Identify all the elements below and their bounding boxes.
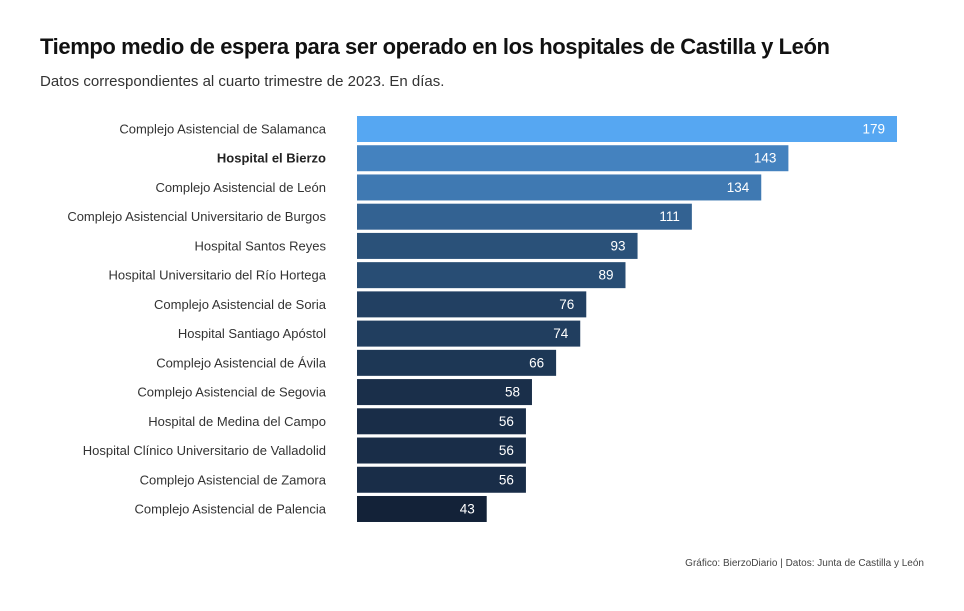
bar-complejo-asistencial-universitario-de-burgos bbox=[357, 203, 692, 230]
chart-subtitle: Datos correspondientes al cuarto trimest… bbox=[40, 73, 445, 90]
category-label-complejo-asistencial-universitario-de-burgos: Complejo Asistencial Universitario de Bu… bbox=[67, 209, 326, 224]
bar-complejo-asistencial-de-palencia bbox=[357, 495, 487, 522]
category-label-complejo-asistencial-de-soria: Complejo Asistencial de Soria bbox=[154, 297, 327, 312]
category-label-complejo-asistencial-de-leon: Complejo Asistencial de León bbox=[155, 180, 326, 195]
bar-complejo-asistencial-de-zamora bbox=[357, 466, 526, 493]
bar-hospital-el-bierzo bbox=[357, 145, 789, 172]
value-label-complejo-asistencial-de-salamanca: 179 bbox=[862, 122, 885, 137]
bar-hospital-de-medina-del-campo bbox=[357, 408, 526, 435]
value-label-complejo-asistencial-de-zamora: 56 bbox=[499, 472, 514, 487]
bar-complejo-asistencial-de-soria bbox=[357, 291, 587, 318]
value-label-hospital-santos-reyes: 93 bbox=[611, 238, 626, 253]
category-label-complejo-asistencial-de-palencia: Complejo Asistencial de Palencia bbox=[135, 501, 327, 516]
category-label-hospital-el-bierzo: Hospital el Bierzo bbox=[217, 151, 326, 166]
bar-complejo-asistencial-de-segovia bbox=[357, 379, 532, 406]
value-label-hospital-santiago-apostol: 74 bbox=[553, 326, 569, 341]
bar-complejo-asistencial-de-avila bbox=[357, 349, 557, 376]
value-label-complejo-asistencial-de-leon: 134 bbox=[727, 180, 750, 195]
value-label-hospital-el-bierzo: 143 bbox=[754, 151, 777, 166]
category-label-complejo-asistencial-de-salamanca: Complejo Asistencial de Salamanca bbox=[119, 122, 326, 137]
value-label-complejo-asistencial-de-avila: 66 bbox=[529, 355, 544, 370]
category-label-hospital-santiago-apostol: Hospital Santiago Apóstol bbox=[178, 326, 326, 341]
category-label-hospital-clinico-universitario-de-valladolid: Hospital Clínico Universitario de Vallad… bbox=[83, 443, 326, 458]
bar-complejo-asistencial-de-leon bbox=[357, 174, 762, 201]
bar-hospital-santos-reyes bbox=[357, 232, 638, 259]
chart-caption: Gráfico: BierzoDiario | Datos: Junta de … bbox=[685, 558, 924, 569]
category-label-hospital-santos-reyes: Hospital Santos Reyes bbox=[194, 238, 326, 253]
chart-title: Tiempo medio de espera para ser operado … bbox=[40, 34, 830, 59]
category-label-complejo-asistencial-de-segovia: Complejo Asistencial de Segovia bbox=[137, 385, 326, 400]
bar-hospital-clinico-universitario-de-valladolid bbox=[357, 437, 526, 464]
value-label-complejo-asistencial-de-soria: 76 bbox=[559, 297, 574, 312]
bar-hospital-santiago-apostol bbox=[357, 320, 581, 347]
bar-hospital-universitario-del-rio-hortega bbox=[357, 262, 626, 289]
value-label-hospital-universitario-del-rio-hortega: 89 bbox=[598, 268, 613, 283]
value-label-complejo-asistencial-universitario-de-burgos: 111 bbox=[659, 209, 680, 224]
value-label-complejo-asistencial-de-segovia: 58 bbox=[505, 385, 520, 400]
category-label-hospital-universitario-del-rio-hortega: Hospital Universitario del Río Hortega bbox=[109, 268, 327, 283]
value-label-hospital-de-medina-del-campo: 56 bbox=[499, 414, 514, 429]
category-label-complejo-asistencial-de-avila: Complejo Asistencial de Ávila bbox=[156, 355, 327, 370]
category-label-hospital-de-medina-del-campo: Hospital de Medina del Campo bbox=[148, 414, 326, 429]
bar-complejo-asistencial-de-salamanca bbox=[357, 116, 897, 142]
value-label-hospital-clinico-universitario-de-valladolid: 56 bbox=[499, 443, 514, 458]
category-label-complejo-asistencial-de-zamora: Complejo Asistencial de Zamora bbox=[140, 472, 327, 487]
value-label-complejo-asistencial-de-palencia: 43 bbox=[460, 501, 475, 516]
